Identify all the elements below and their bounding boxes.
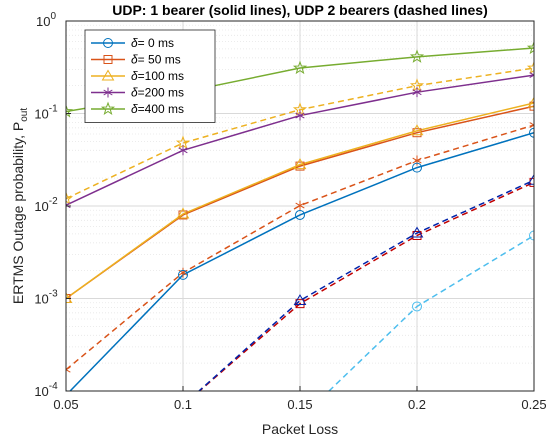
y-tick-exponent: -4: [49, 381, 58, 392]
series-dashed-line-1: [198, 181, 534, 391]
star-marker: [526, 40, 534, 55]
circle-marker: [103, 38, 113, 48]
y-tick-label: 10-2: [34, 196, 58, 214]
circle-marker: [178, 269, 188, 280]
y-tick-base: 10: [34, 107, 48, 122]
asterisk-marker: [529, 120, 534, 131]
asterisk-marker: [412, 155, 422, 166]
series-dashed-line-3: [66, 124, 534, 371]
y-tick-base: 10: [34, 384, 48, 399]
circle-marker: [412, 301, 422, 312]
triangle-marker: [410, 226, 424, 238]
square-marker: [529, 101, 534, 111]
triangle-marker: [527, 173, 534, 185]
x-tick-label: 0.25: [521, 397, 546, 412]
legend-delta: δ: [131, 102, 138, 116]
grid: [65, 20, 535, 392]
circle-marker: [529, 230, 534, 241]
y-tick-label: 10-1: [34, 104, 58, 122]
y-tick-exponent: 0: [50, 11, 56, 22]
y-tick-label: 10-4: [34, 381, 58, 399]
square-marker: [412, 230, 422, 240]
asterisk-marker: [178, 145, 188, 156]
series-dashed-line-2: [197, 179, 534, 391]
legend-entry: δ=400 ms: [91, 101, 184, 116]
y-tick-label: 10-3: [34, 289, 58, 307]
legend-delta: δ: [131, 53, 138, 67]
star-marker: [100, 101, 116, 116]
series-dashed-line-0: [327, 234, 534, 391]
legend-delta: δ: [131, 36, 138, 50]
x-axis-label: Packet Loss: [262, 421, 338, 437]
legend-label: δ=400 ms: [131, 102, 184, 116]
legend-value: =400 ms: [138, 102, 184, 116]
legend-value: = 0 ms: [138, 36, 174, 50]
legend-label: δ= 50 ms: [131, 53, 181, 67]
y-tick-exponent: -3: [49, 289, 58, 300]
square-marker: [103, 55, 113, 64]
asterisk-marker: [66, 200, 71, 211]
chart-title: UDP: 1 bearer (solid lines), UDP 2 beare…: [112, 2, 488, 18]
asterisk-marker: [295, 110, 305, 121]
legend-label: δ=100 ms: [131, 69, 184, 83]
legend-entry: δ= 0 ms: [91, 36, 174, 50]
series-markers: [66, 40, 534, 391]
y-tick-base: 10: [36, 14, 50, 29]
legend-entry: δ=200 ms: [91, 86, 184, 100]
y-tick-exponent: -2: [49, 196, 58, 207]
x-tick-label: 0.05: [53, 397, 78, 412]
series-solid-line-2: [66, 102, 534, 300]
legend: δ= 0 msδ= 50 msδ=100 msδ=200 msδ=400 ms: [84, 29, 216, 123]
circle-marker: [529, 127, 534, 138]
y-tick-base: 10: [34, 199, 48, 214]
asterisk-marker: [103, 87, 113, 98]
y-tick-label: 100: [36, 11, 56, 29]
triangle-marker: [101, 69, 115, 81]
star-marker: [292, 60, 308, 75]
legend-value: =200 ms: [138, 86, 184, 100]
series-solid-line-0: [69, 131, 534, 391]
triangle-marker: [410, 124, 424, 136]
triangle-marker: [293, 294, 307, 306]
x-tick-label: 0.1: [174, 397, 192, 412]
triangle-marker: [293, 158, 307, 170]
legend-entry: δ=100 ms: [91, 69, 184, 83]
y-tick-exponent: -1: [49, 104, 58, 115]
circle-marker: [412, 162, 422, 173]
y-axis-label-main: ERTMS Outage probability, P: [10, 122, 26, 304]
series-lines: [66, 47, 534, 391]
legend-label: δ=200 ms: [131, 86, 184, 100]
legend-label: δ= 0 ms: [131, 36, 174, 50]
legend-value: = 50 ms: [138, 53, 181, 67]
series-dashed-line-4: [66, 67, 534, 200]
y-tick-base: 10: [34, 292, 48, 307]
x-tick-label: 0.15: [287, 397, 312, 412]
legend-delta: δ: [131, 86, 138, 100]
x-axis-ticks: 0.05 0.1 0.15 0.2 0.25: [53, 386, 547, 412]
star-marker: [526, 60, 534, 75]
square-marker: [295, 299, 305, 309]
y-axis-label: ERTMS Outage probability, Pout: [10, 108, 30, 304]
star-marker: [409, 49, 425, 63]
circle-marker: [295, 209, 305, 220]
star-marker: [66, 104, 74, 118]
triangle-marker: [176, 207, 190, 219]
legend-entry: δ= 50 ms: [91, 53, 181, 67]
asterisk-marker: [66, 364, 71, 375]
x-tick-label: 0.2: [408, 397, 426, 412]
triangle-marker: [66, 292, 73, 303]
asterisk-marker: [529, 70, 534, 81]
y-axis-label-subscript: out: [19, 108, 30, 122]
legend-delta: δ: [131, 69, 138, 83]
asterisk-marker: [295, 200, 305, 211]
star-marker: [66, 191, 74, 205]
asterisk-marker: [412, 87, 422, 98]
triangle-marker: [527, 96, 534, 108]
legend-value: =100 ms: [138, 69, 184, 83]
